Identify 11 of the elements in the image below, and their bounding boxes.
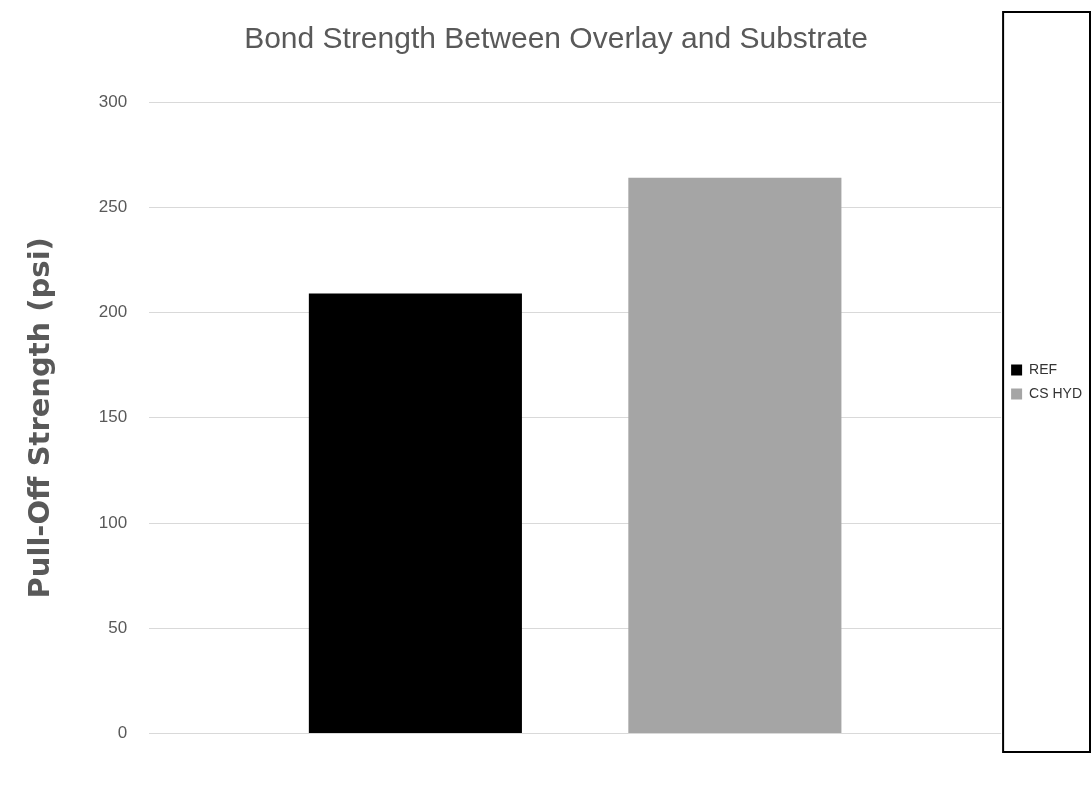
y-tick-label: 250 <box>98 196 128 216</box>
y-tick-label: 0 <box>117 723 128 743</box>
legend-label: CS HYD <box>1029 384 1083 401</box>
y-tick-label: 150 <box>98 407 128 427</box>
y-tick-label: 50 <box>108 618 128 638</box>
chart-title: Bond Strength Between Overlay and Substrate <box>244 21 868 55</box>
y-tick-label: 100 <box>98 512 128 532</box>
y-tick-label: 300 <box>98 91 128 111</box>
y-tick-label: 200 <box>98 302 128 322</box>
legend-label: REF <box>1029 360 1058 377</box>
y-axis-title: Pull-Off Strength (psi) <box>21 237 56 599</box>
